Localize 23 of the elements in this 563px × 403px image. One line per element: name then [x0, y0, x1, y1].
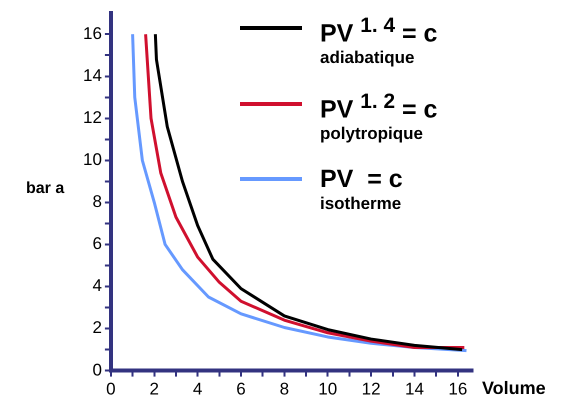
- x-tick-label: 14: [404, 379, 424, 398]
- x-tick-label: 2: [150, 379, 160, 398]
- x-tick-label: 4: [192, 379, 202, 398]
- x-tick-label: 16: [448, 379, 468, 398]
- y-tick-label: 2: [92, 318, 102, 338]
- x-tick-label: 10: [318, 379, 338, 398]
- y-tick-label: 10: [82, 150, 102, 170]
- x-tick-label: 0: [106, 379, 116, 398]
- y-tick-label: 12: [82, 108, 102, 128]
- x-tick-label: 6: [236, 379, 246, 398]
- y-tick-label: 6: [92, 234, 102, 254]
- y-tick-label: 4: [92, 276, 102, 296]
- y-axis-title: bar a: [26, 180, 64, 198]
- y-tick-label: 16: [82, 24, 102, 43]
- y-tick-label: 0: [92, 360, 102, 380]
- x-tick-label: 12: [362, 379, 381, 398]
- x-tick-label: 8: [280, 379, 290, 398]
- legend-label: PV = c isotherme: [320, 165, 403, 214]
- x-axis-title: Volume: [482, 378, 546, 399]
- y-tick-label: 8: [92, 192, 102, 212]
- y-tick-label: 14: [82, 66, 102, 85]
- legend-label: PV $^{1. 2}$ = c polytropique: [320, 90, 438, 144]
- legend-label: PV $^{1. 4}$ = c adiabatique: [320, 14, 438, 68]
